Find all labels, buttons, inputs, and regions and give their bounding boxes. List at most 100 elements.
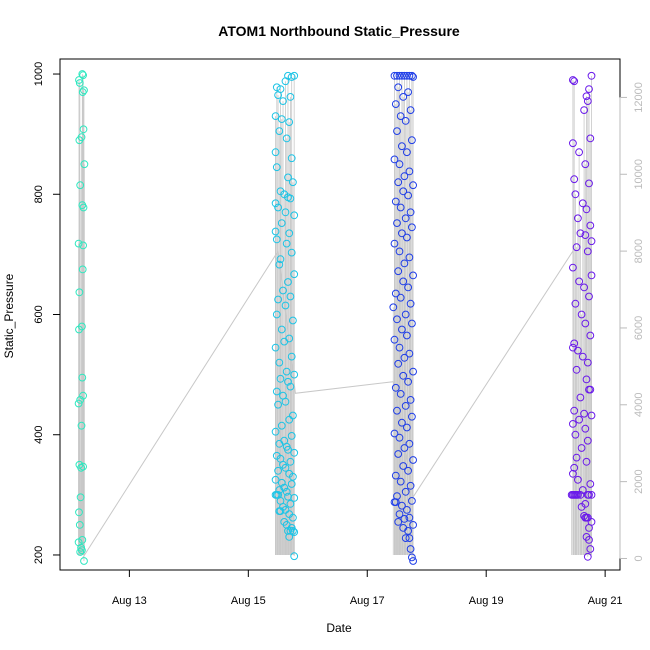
y-tick-label: 600 [33,305,45,323]
data-point [569,420,577,428]
data-point [406,208,415,217]
data-point [277,115,286,123]
data-point [403,423,411,432]
data-point [390,155,399,164]
data-point [570,339,579,348]
y-axis-label: Static_Pressure [2,273,16,358]
data-point [391,471,400,480]
data-point [582,205,591,214]
data-point [74,239,83,248]
data-point [408,223,416,232]
data-point [581,424,590,433]
data-point [390,71,399,80]
data-point [277,219,286,228]
data-point [404,88,413,96]
data-point [78,373,87,382]
data-point [586,331,595,340]
data-point [408,319,416,328]
y-tick-label: 400 [33,426,45,444]
data-point [576,229,585,238]
data-point [79,462,87,471]
data-point [271,148,280,157]
data-point [394,518,403,526]
data-point [400,444,409,452]
data-point [572,243,581,252]
data-point [569,139,577,148]
x-tick-label: Aug 15 [231,595,266,607]
data-point [398,325,406,334]
data-point [281,463,290,472]
data-point [393,406,401,415]
data-point [587,71,596,80]
data-point [585,85,593,93]
data-point [289,472,297,481]
data-point [578,199,587,208]
data-point [287,352,296,361]
data-point [576,491,585,499]
data-point [287,432,296,440]
data-point [80,86,88,95]
data-point [277,478,286,487]
data-point [394,359,403,368]
y2-tick-label: 10000 [633,159,645,190]
data-point [581,160,590,169]
data-point [286,292,295,301]
data-point [271,427,280,436]
data-point [279,286,287,295]
y-axis: 200 400 600 800 1000 [33,62,61,564]
data-point [274,203,283,212]
data-point [395,71,404,80]
data-point [271,475,280,484]
y2-axis: 0 2000 4000 6000 8000 10000 12000 [619,82,645,562]
data-point [272,387,281,396]
data-point [286,382,295,391]
data-point [400,353,409,362]
data-point [391,498,400,507]
data-point [406,299,415,308]
data-point [79,125,88,134]
data-point [570,463,579,472]
data-point [75,136,84,145]
data-point [78,88,87,96]
data-point [289,527,297,535]
data-point [390,429,399,438]
data-point [586,134,595,143]
plot-border [59,58,621,571]
data-point [403,331,411,340]
data-point [75,79,84,87]
data-point [286,500,295,508]
data-point [575,277,583,286]
data-point [574,475,582,484]
data-point [80,557,88,565]
y2-tick-label: 0 [633,555,645,561]
data-point [587,237,596,246]
data-point [286,93,295,101]
data-point [276,507,285,516]
data-point [75,521,84,529]
data-point [582,92,591,101]
data-point [404,377,413,386]
data-point [571,190,580,199]
data-point [405,349,414,358]
data-point [272,235,281,244]
y2-tick-label: 2000 [633,469,645,493]
data-point [78,546,86,555]
chart-title: ATOM1 Northbound Static_Pressure [218,23,460,39]
data-point [570,175,579,184]
data-point [286,527,295,535]
data-point [289,513,297,522]
data-point [289,178,297,187]
data-point [289,316,297,325]
data-point [583,358,592,367]
data-point [408,497,416,505]
data-point [580,409,588,418]
data-point [403,506,411,514]
data-point [399,277,408,286]
data-point [79,203,88,212]
data-point [400,259,409,268]
data-point [571,430,580,439]
data-point [281,301,290,310]
data-point [405,71,414,80]
data-point [287,248,296,257]
